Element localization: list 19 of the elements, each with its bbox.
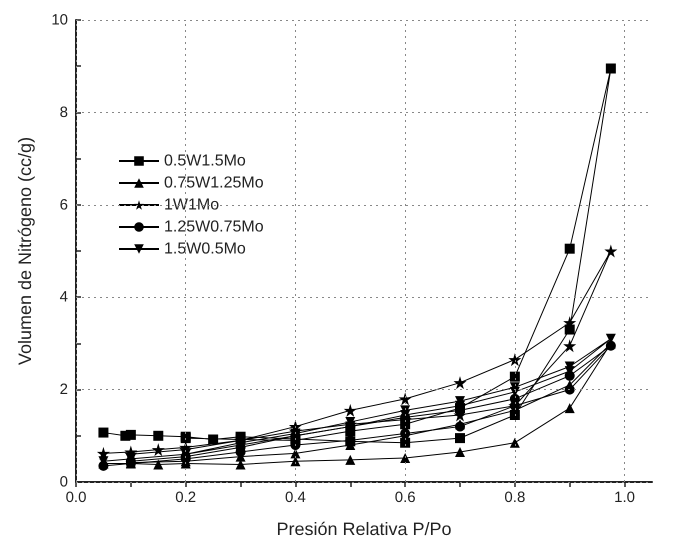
x-axis-title: Presión Relativa P/Po (276, 519, 452, 539)
x-tick-label: 1.0 (614, 489, 635, 506)
y-tick-label: 6 (60, 196, 68, 214)
y-tick-label: 0 (60, 474, 68, 490)
y-tick-label: 2 (60, 381, 68, 398)
x-tick-label: 0.6 (394, 489, 416, 506)
legend-label: 1W1Mo (164, 196, 220, 214)
x-tick-label: 0.2 (175, 489, 196, 506)
x-tick-label: 0.0 (66, 489, 86, 506)
legend-label: 1.25W0.75Mo (164, 218, 264, 236)
y-tick-label: 10 (51, 12, 68, 28)
y-tick-label: 8 (60, 104, 68, 121)
legend-label: 0.75W1.25Mo (164, 174, 264, 192)
x-tick-label: 0.8 (504, 489, 526, 506)
y-axis-title: Volumen de Nitrógeno (cc/g) (15, 136, 35, 366)
y-tick-label: 4 (60, 288, 68, 306)
legend-label: 0.5W1.5Mo (164, 152, 246, 170)
legend-label: 1.5W0.5Mo (164, 240, 246, 258)
x-tick-label: 0.4 (285, 489, 306, 506)
